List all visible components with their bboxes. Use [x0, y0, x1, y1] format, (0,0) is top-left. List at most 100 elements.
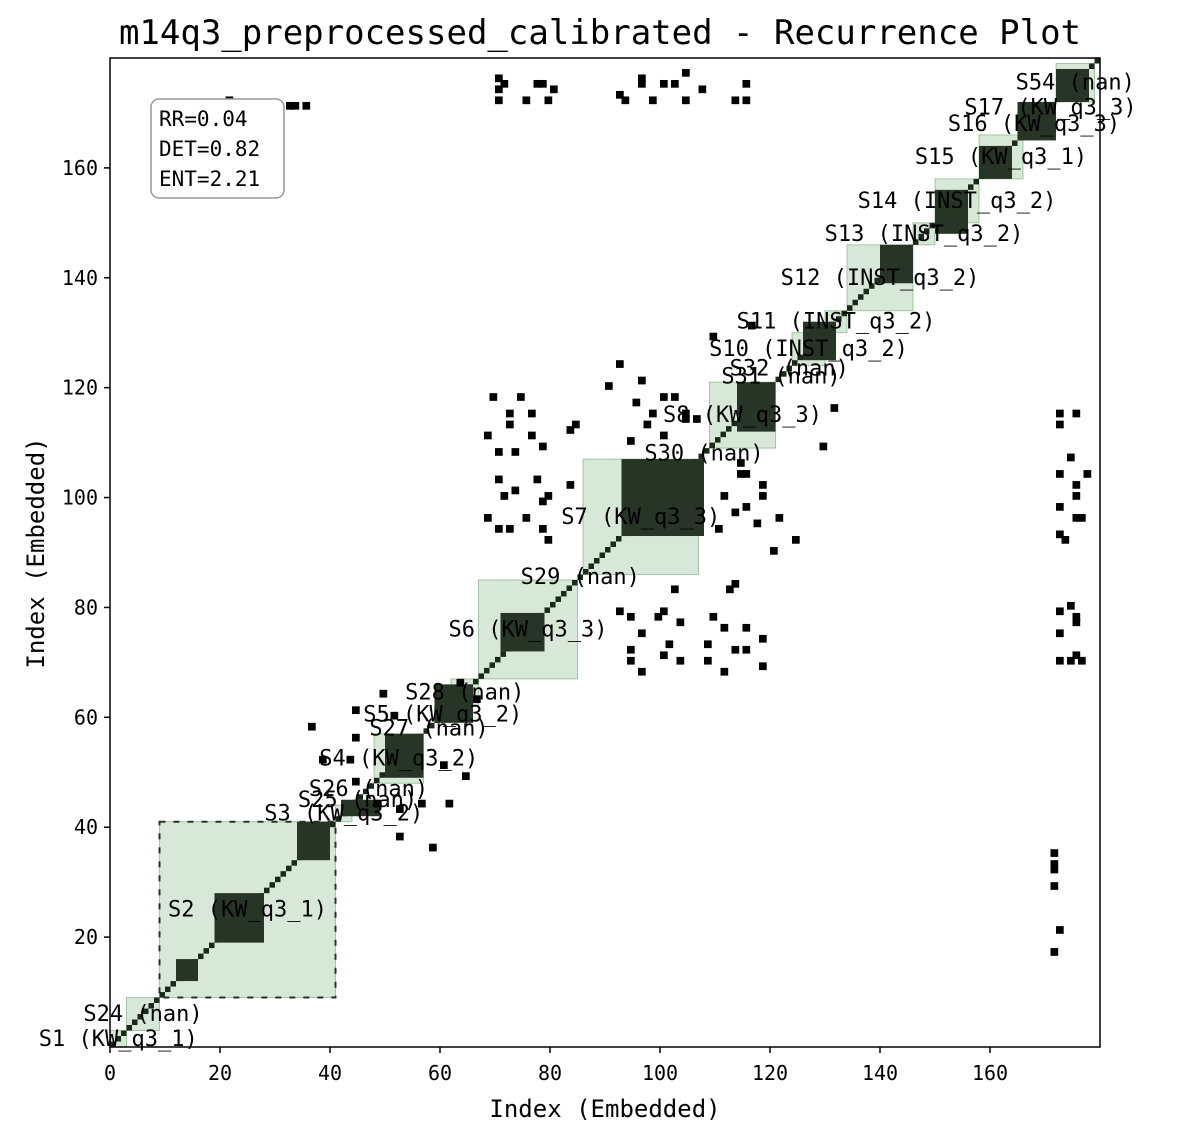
recurrence-point — [704, 640, 712, 649]
segment-label: S54 (nan) — [1016, 71, 1135, 96]
diagonal-point — [374, 777, 380, 784]
y-tick-label: 80 — [74, 595, 98, 619]
recurrence-point — [1072, 409, 1081, 418]
recurrence-point — [643, 420, 652, 429]
recurrence-point — [660, 79, 668, 88]
diagonal-point — [720, 431, 726, 438]
diagonal-point — [561, 590, 567, 597]
diagonal-point — [170, 981, 176, 987]
recurrence-point — [748, 321, 756, 330]
recurrence-point — [660, 651, 668, 660]
recurrence-point — [286, 101, 294, 110]
diagonal-point — [1094, 58, 1100, 64]
recurrence-point — [1072, 612, 1081, 621]
recurrence-point — [671, 393, 679, 401]
recurrence-block — [880, 244, 913, 284]
diagonal-point — [478, 673, 484, 679]
recurrence-point — [759, 492, 767, 500]
recurrence-point — [742, 645, 751, 654]
diagonal-point — [269, 882, 275, 888]
recurrence-point — [539, 525, 547, 533]
y-axis-ticks: 20 40 60 80 100 120 140 160 — [62, 156, 110, 949]
recurrence-point — [506, 525, 514, 533]
diagonal-point — [137, 1014, 143, 1020]
recurrence-point — [346, 755, 355, 764]
diagonal-point — [775, 376, 781, 383]
segment-label: S28 (nan) — [405, 681, 524, 706]
diagonal-point — [291, 860, 297, 866]
recurrence-point — [742, 623, 751, 632]
x-tick-label: 80 — [538, 1061, 562, 1085]
recurrence-point — [709, 612, 718, 621]
x-tick-label: 120 — [752, 1061, 788, 1085]
diagonal-point — [198, 953, 204, 960]
recurrence-point — [1056, 607, 1064, 616]
diagonal-point — [698, 453, 704, 460]
diagonal-point — [610, 541, 616, 548]
recurrence-point — [676, 656, 685, 665]
diagonal-point — [797, 354, 803, 361]
diagonal-point — [836, 316, 842, 322]
segment-label: S27 (nan) — [369, 716, 488, 741]
recurrence-point — [759, 481, 767, 489]
recurrence-point — [759, 634, 767, 643]
recurrence-point — [550, 85, 558, 94]
diagonal-point — [731, 420, 737, 427]
recurrence-point — [1050, 865, 1059, 874]
recurrence-point — [308, 722, 316, 731]
recurrence-point — [742, 96, 751, 105]
recurrence-point — [539, 442, 547, 451]
recurrence-block — [1017, 101, 1056, 141]
recurrence-point — [495, 96, 503, 105]
segment-label: S3 (KW_q3_2) — [264, 801, 423, 826]
diagonal-point — [841, 310, 847, 317]
recurrence-point — [1056, 409, 1064, 418]
recurrence-point — [715, 525, 723, 533]
x-tick-label: 100 — [642, 1061, 678, 1085]
diagonal-point — [913, 239, 919, 245]
recurrence-point — [539, 79, 547, 88]
recurrence-point — [489, 393, 498, 401]
recurrence-point — [572, 420, 580, 429]
recurrence-point — [638, 74, 646, 83]
segment-label: S7 (KW_q3_3) — [561, 505, 720, 530]
recurrence-point — [522, 96, 531, 105]
diagonal-point — [1012, 140, 1018, 146]
recurrence-point — [544, 96, 553, 105]
diagonal-point — [368, 783, 374, 789]
diagonal-point — [148, 1003, 154, 1009]
x-axis-ticks: 0 20 40 60 80 100 120 140 160 — [104, 1047, 1008, 1085]
diagonal-point — [330, 821, 336, 828]
recurrence-point — [737, 470, 745, 478]
segment-label: S31 (nan) — [721, 365, 840, 390]
recurrence-point — [638, 667, 646, 676]
recurrence-point — [319, 755, 327, 764]
recurrence-point — [698, 85, 707, 94]
recurrence-point — [649, 96, 657, 105]
recurrence-point — [352, 733, 360, 742]
diagonal-point — [379, 772, 385, 778]
recurrence-point — [742, 470, 751, 478]
recurrence-point — [396, 832, 404, 841]
diagonal-point — [115, 1036, 121, 1042]
stats-det: DET=0.82 — [159, 137, 260, 161]
recurrence-block — [158, 820, 337, 999]
stats-ent: ENT=2.21 — [159, 167, 260, 191]
recurrence-point — [522, 514, 531, 522]
recurrence-point — [533, 475, 542, 484]
recurrence-point — [638, 79, 646, 88]
diagonal-point — [704, 448, 710, 454]
recurrence-block — [385, 733, 424, 778]
recurrence-point — [627, 437, 635, 445]
segment-label: S24 (nan) — [83, 1002, 202, 1027]
recurrence-point — [759, 662, 767, 671]
recurrence-point — [1050, 860, 1059, 868]
recurrence-block — [176, 959, 198, 982]
x-tick-label: 0 — [104, 1061, 116, 1085]
recurrence-block — [1056, 68, 1089, 102]
diagonal-point — [495, 656, 501, 663]
recurrence-point — [682, 96, 690, 105]
diagonal-point — [572, 579, 578, 586]
recurrence-point — [528, 409, 536, 418]
recurrence-point — [506, 409, 514, 418]
